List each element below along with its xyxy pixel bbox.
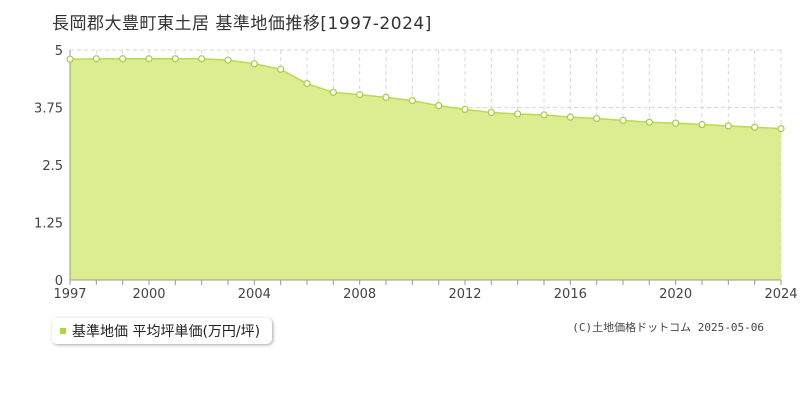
data-point <box>435 102 443 110</box>
data-point <box>171 55 179 63</box>
point-layer <box>66 55 785 133</box>
data-point <box>698 120 706 129</box>
data-point <box>303 79 311 88</box>
legend-label: 基準地価 平均坪単価(万円/坪) <box>72 324 261 340</box>
data-point <box>672 119 680 127</box>
series-line <box>69 57 782 130</box>
y-tick-label: 1.25 <box>34 217 63 232</box>
copyright: (C)土地価格ドットコム 2025-05-06 <box>572 321 764 334</box>
data-point <box>382 93 390 101</box>
data-point <box>224 56 232 64</box>
x-tick-label: 2000 <box>132 287 165 302</box>
y-tick-label: 2.5 <box>42 159 63 174</box>
axis-layer <box>69 50 782 285</box>
data-point <box>329 88 337 96</box>
data-point <box>356 91 364 99</box>
data-point <box>751 123 759 131</box>
area-layer <box>69 57 782 280</box>
x-tick-label: 2020 <box>659 287 692 302</box>
data-point <box>566 113 574 121</box>
x-tick-label: 2004 <box>238 287 271 302</box>
x-tick-label: 2024 <box>764 287 797 302</box>
data-point <box>145 55 153 63</box>
data-point <box>461 105 469 113</box>
data-point <box>593 114 601 123</box>
y-tick-label: 0 <box>55 274 63 289</box>
y-tick-label: 5 <box>55 44 63 59</box>
data-point <box>724 122 732 130</box>
x-tick-label: 2012 <box>448 287 481 302</box>
x-tick-label: 1997 <box>53 287 86 302</box>
y-tick-label: 3.75 <box>34 102 63 117</box>
data-point <box>250 60 258 68</box>
legend: 基準地価 平均坪単価(万円/坪) <box>52 318 273 344</box>
data-point <box>487 108 495 117</box>
data-point <box>119 55 127 63</box>
data-point <box>92 55 100 63</box>
data-point <box>198 55 206 63</box>
data-point <box>514 110 522 118</box>
data-point <box>540 111 548 119</box>
data-point <box>277 65 285 73</box>
x-tick-label: 2008 <box>343 287 376 302</box>
area-fill <box>70 58 781 280</box>
x-tick-label: 2016 <box>554 287 587 302</box>
chart-title: 長岡郡大豊町東土居 基準地価推移[1997-2024] <box>52 14 432 34</box>
legend-swatch <box>60 328 66 334</box>
data-point <box>777 125 785 133</box>
label-layer: 0 1.25 2.5 3.75 5 1997 2000 2004 2008 2012 2016 202… <box>34 44 798 302</box>
data-point <box>66 55 74 63</box>
data-point <box>645 118 653 126</box>
data-point <box>408 96 416 105</box>
data-point <box>619 116 627 124</box>
